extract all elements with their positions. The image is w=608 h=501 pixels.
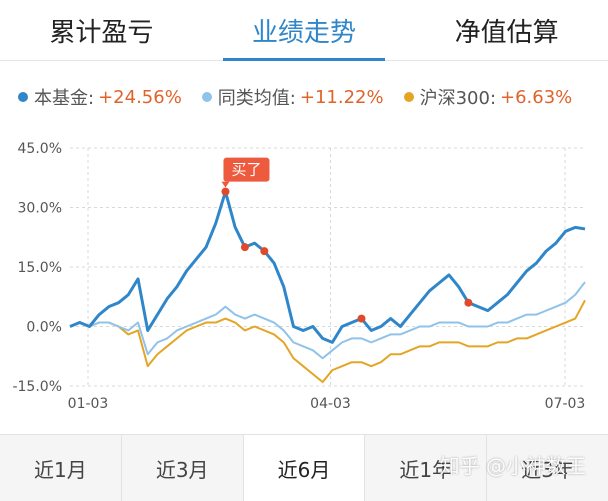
legend-csi300-name: 沪深300:: [419, 88, 497, 109]
legend-peer-avg: 同类均值: +11.22%: [201, 84, 384, 110]
buy-marker: [464, 298, 473, 307]
watermark: 知乎 @小神数王: [439, 454, 586, 478]
y-tick-label: 30.0%: [18, 201, 62, 217]
performance-chart: 45.0% 30.0% 15.0% 0.0% -15.0% 01-03 04-03 07-03…: [12, 141, 586, 412]
legend-peer-avg-name: 同类均值:: [217, 88, 296, 109]
y-tick-label: 0.0%: [26, 320, 62, 336]
annotation-pointer: [221, 181, 230, 188]
annotation-box: [223, 157, 270, 182]
annotation-label: 买了: [231, 161, 261, 179]
legend-fund-name: 本基金:: [34, 88, 95, 109]
tab-nav-estimate[interactable]: 净值估算: [454, 17, 559, 48]
y-tick-label: 15.0%: [18, 260, 62, 276]
legend-dot-peer-avg: [201, 92, 212, 102]
legend-dot-csi300: [403, 92, 414, 102]
x-tick-label: 04-03: [310, 396, 351, 412]
legend-peer-avg-value: +11.22%: [299, 86, 384, 108]
series-line: [69, 190, 586, 344]
tab-performance-trend[interactable]: 业绩走势: [203, 0, 406, 61]
period-1m[interactable]: 近1月: [0, 435, 122, 501]
legend-csi300-value: +6.63%: [500, 86, 573, 108]
x-tick-label: 01-03: [68, 396, 109, 412]
tab-bar: 累计盈亏 业绩走势 净值估算: [0, 0, 608, 61]
buy-marker: [240, 243, 249, 252]
buy-marker: [221, 187, 230, 196]
legend-csi300: 沪深300: +6.63%: [403, 84, 573, 110]
buy-marker: [357, 314, 366, 323]
tab-cumulative-pnl[interactable]: 累计盈亏: [49, 17, 154, 48]
legend-dot-fund: [18, 92, 28, 102]
y-tick-label: -15.0%: [12, 379, 62, 395]
x-tick-label: 07-03: [545, 396, 586, 412]
period-selector: 近1月 近3月 近6月 近1年 近3年: [0, 434, 608, 501]
period-1y[interactable]: 近1年: [365, 435, 488, 501]
period-3y[interactable]: 近3年: [487, 435, 608, 501]
y-tick-label: 45.0%: [18, 141, 62, 157]
period-6m[interactable]: 近6月: [243, 435, 366, 501]
legend-fund: 本基金: +24.56%: [18, 84, 182, 110]
period-3m[interactable]: 近3月: [121, 435, 244, 501]
legend-fund-value: +24.56%: [98, 86, 182, 108]
buy-marker: [260, 247, 269, 256]
chart-legend: 本基金: +24.56% 同类均值: +11.22% 沪深300: +6.63%: [18, 84, 598, 110]
series-line: [69, 281, 586, 360]
series-line: [69, 299, 586, 384]
